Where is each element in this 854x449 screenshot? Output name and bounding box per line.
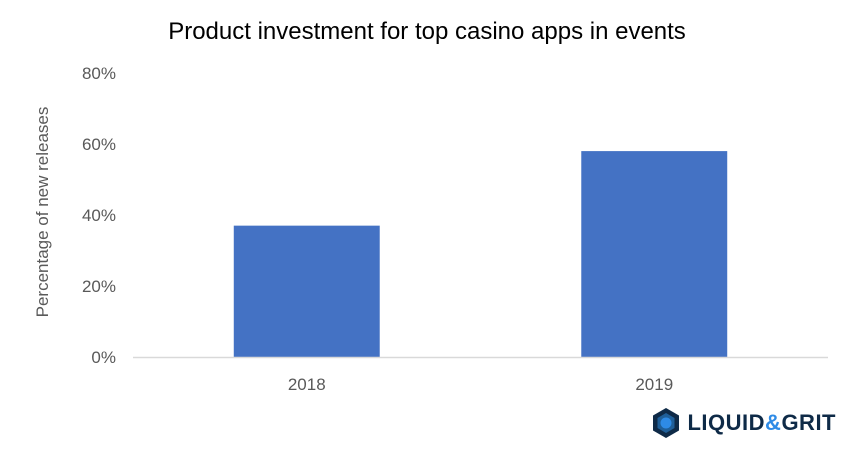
- x-tick-label: 2018: [288, 375, 326, 394]
- chart-title: Product investment for top casino apps i…: [168, 18, 686, 45]
- x-axis-ticks: 2018 2019: [288, 375, 673, 394]
- logo-text-liquid: LIQUID: [687, 410, 766, 435]
- y-tick-label: 40%: [82, 206, 116, 225]
- bar-2018: [233, 225, 380, 357]
- bars: [233, 151, 728, 357]
- brand-logo: LIQUID&GRIT: [651, 407, 836, 439]
- logo-text-grit: GRIT: [781, 410, 836, 435]
- y-tick-label: 80%: [82, 64, 116, 83]
- logo-wordmark: LIQUID&GRIT: [687, 410, 836, 436]
- logo-text-amp: &: [765, 410, 782, 435]
- hexagon-logo-icon: [653, 408, 680, 438]
- y-axis-ticks: 0% 20% 40% 60% 80%: [82, 64, 116, 367]
- y-tick-label: 60%: [82, 135, 116, 154]
- x-tick-label: 2019: [635, 375, 673, 394]
- y-tick-label: 0%: [91, 348, 116, 367]
- y-tick-label: 20%: [82, 277, 116, 296]
- bar-2019: [581, 151, 728, 357]
